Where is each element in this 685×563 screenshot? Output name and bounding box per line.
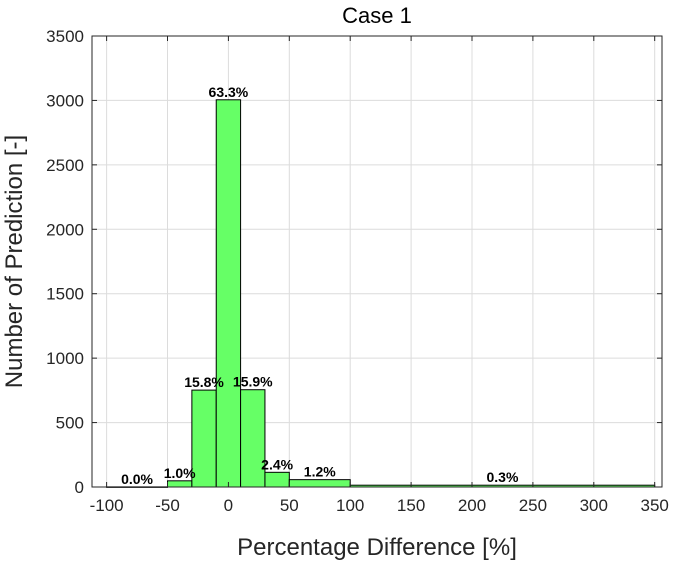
y-tick-label: 1000 [46, 349, 84, 368]
histogram-bar [288, 479, 351, 488]
bar-labels: 0.0% 1.0% 15.8% 63.3% 15.9% 2.4% 1.2% 0.3% [121, 84, 519, 487]
x-axis-ticks: -100 -50 0 50 100 150 200 250 300 350 [90, 36, 669, 515]
bars [106, 99, 656, 488]
x-tick-label: 0 [224, 496, 233, 515]
histogram-bar [240, 389, 266, 488]
bar-percent-label: 63.3% [209, 84, 249, 100]
histogram-bar [215, 99, 242, 488]
y-tick-label: 500 [56, 414, 84, 433]
y-tick-label: 3500 [46, 27, 84, 46]
y-tick-label: 2500 [46, 156, 84, 175]
x-tick-label: 300 [580, 496, 608, 515]
histogram-bar [264, 471, 290, 488]
y-tick-label: 2000 [46, 220, 84, 239]
bar-percent-label: 0.3% [486, 469, 518, 485]
y-axis-ticks: 0 500 1000 1500 2000 2500 3000 3500 [46, 27, 662, 497]
histogram-bar [167, 480, 193, 488]
x-tick-label: -50 [155, 496, 180, 515]
bar-percent-label: 15.9% [233, 374, 273, 390]
plot-area [92, 36, 662, 487]
x-tick-label: 250 [519, 496, 547, 515]
x-tick-label: 100 [336, 496, 364, 515]
x-axis-label: Percentage Difference [%] [237, 534, 517, 561]
y-axis-label: Number of Prediction [-] [1, 135, 28, 388]
bar-percent-label: 0.0% [121, 471, 153, 487]
plot-frame [91, 35, 663, 488]
bar-percent-label: 2.4% [261, 456, 293, 472]
x-tick-label: 50 [280, 496, 299, 515]
bar-percent-label: 1.2% [304, 464, 336, 480]
bar-percent-label: 1.0% [164, 465, 196, 481]
x-tick-label: 200 [458, 496, 486, 515]
x-tick-label: -100 [90, 496, 124, 515]
x-tick-label: 350 [641, 496, 669, 515]
histogram-bar [191, 389, 217, 488]
chart-title: Case 1 [342, 3, 412, 28]
y-tick-label: 3000 [46, 91, 84, 110]
bar-percent-label: 15.8% [184, 374, 224, 390]
y-tick-label: 1500 [46, 285, 84, 304]
x-tick-label: 150 [397, 496, 425, 515]
y-tick-label: 0 [75, 478, 84, 497]
